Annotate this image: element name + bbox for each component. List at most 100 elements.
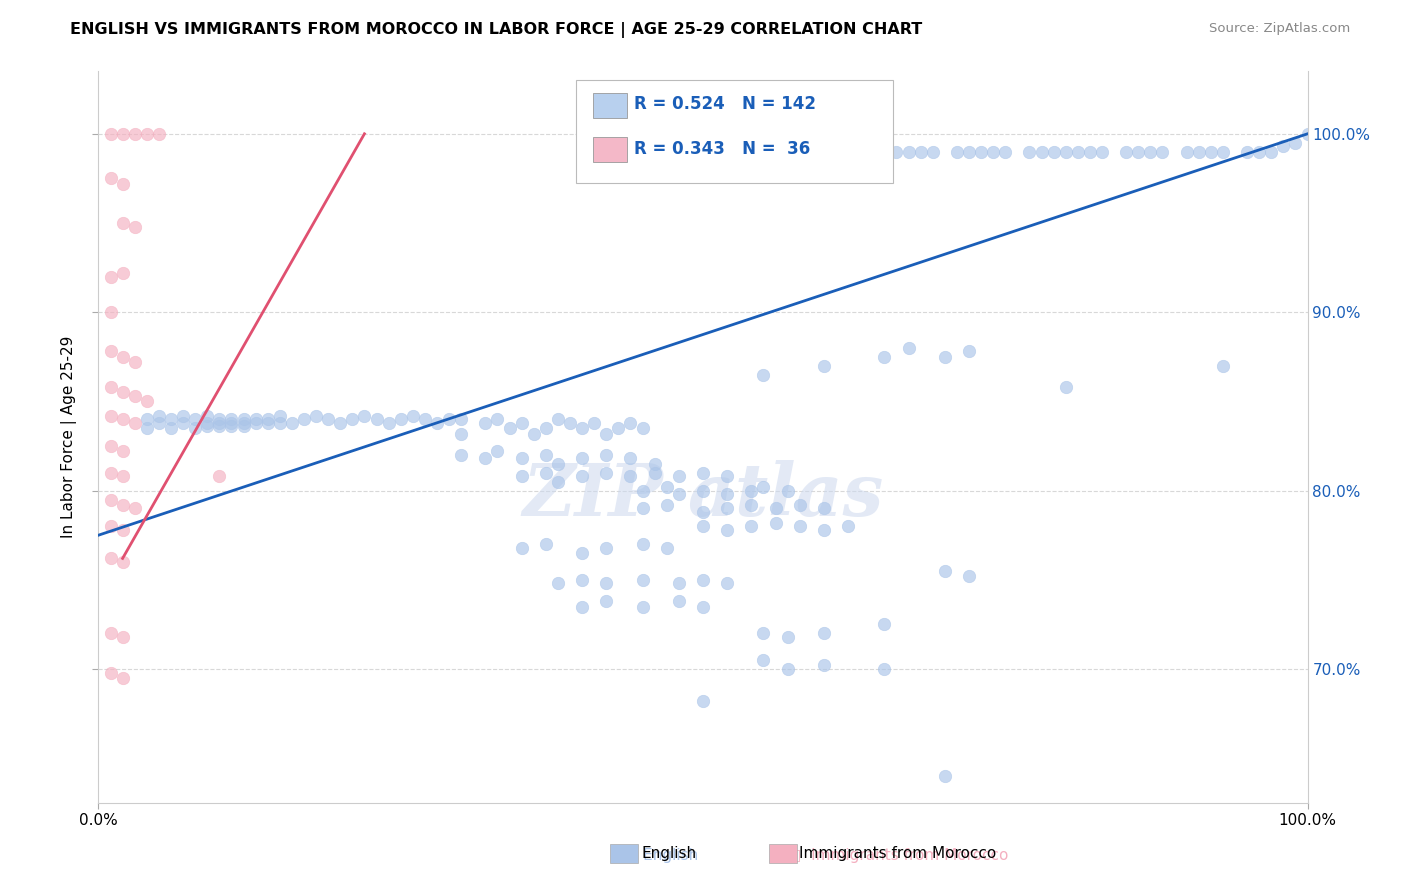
Point xyxy=(342,412,364,426)
Point xyxy=(160,412,183,426)
Point xyxy=(752,653,775,667)
Point xyxy=(1212,359,1234,373)
Point xyxy=(172,409,194,423)
Point xyxy=(281,416,304,430)
Point xyxy=(450,426,472,441)
Point xyxy=(534,421,557,435)
Point xyxy=(450,412,472,426)
Point xyxy=(752,480,775,494)
Point xyxy=(813,523,835,537)
Point xyxy=(716,501,738,516)
Point xyxy=(752,626,775,640)
Point xyxy=(208,416,231,430)
Point xyxy=(486,444,509,458)
Point xyxy=(716,487,738,501)
Point xyxy=(111,127,134,141)
Point xyxy=(221,416,243,430)
Point xyxy=(571,421,593,435)
Point xyxy=(1152,145,1174,159)
Point xyxy=(776,630,799,644)
Point xyxy=(813,626,835,640)
Point xyxy=(957,569,980,583)
Point xyxy=(716,469,738,483)
Point xyxy=(510,541,533,555)
Text: Source: ZipAtlas.com: Source: ZipAtlas.com xyxy=(1209,22,1350,36)
Point xyxy=(195,419,218,434)
Point xyxy=(111,177,134,191)
Point xyxy=(232,416,254,430)
Point xyxy=(111,630,134,644)
Point xyxy=(111,469,134,483)
Point xyxy=(100,492,122,507)
Point xyxy=(534,537,557,551)
Point xyxy=(100,269,122,284)
Point xyxy=(232,412,254,426)
Point xyxy=(413,412,436,426)
Point xyxy=(1018,145,1040,159)
Text: Immigrants from Morocco: Immigrants from Morocco xyxy=(799,847,995,861)
Point xyxy=(668,594,690,608)
Point xyxy=(100,305,122,319)
Point xyxy=(100,519,122,533)
Point xyxy=(377,416,399,430)
Point xyxy=(547,475,569,489)
Point xyxy=(245,412,267,426)
Point xyxy=(692,466,714,480)
Point xyxy=(825,145,848,159)
Point xyxy=(111,266,134,280)
Point xyxy=(1054,380,1077,394)
Point xyxy=(208,412,231,426)
Point xyxy=(1078,145,1101,159)
Point xyxy=(765,501,787,516)
Point xyxy=(957,344,980,359)
Point xyxy=(426,416,449,430)
Point xyxy=(970,145,993,159)
Point xyxy=(934,564,956,578)
Point xyxy=(100,665,122,680)
Point xyxy=(692,505,714,519)
Point xyxy=(547,457,569,471)
Point xyxy=(897,341,920,355)
Point xyxy=(1199,145,1222,159)
Point xyxy=(692,694,714,708)
Point xyxy=(873,662,896,676)
Point xyxy=(100,409,122,423)
Point xyxy=(111,498,134,512)
Point xyxy=(860,145,883,159)
Point xyxy=(1284,136,1306,150)
Point xyxy=(849,145,872,159)
Point xyxy=(619,451,641,466)
Point xyxy=(148,409,170,423)
Point xyxy=(111,412,134,426)
Point xyxy=(124,416,146,430)
Point xyxy=(1272,139,1295,153)
Point xyxy=(474,451,496,466)
Point xyxy=(510,451,533,466)
Text: □  English: □ English xyxy=(619,848,697,863)
Text: R = 0.524   N = 142: R = 0.524 N = 142 xyxy=(634,95,815,113)
Text: ENGLISH VS IMMIGRANTS FROM MOROCCO IN LABOR FORCE | AGE 25-29 CORRELATION CHART: ENGLISH VS IMMIGRANTS FROM MOROCCO IN LA… xyxy=(70,22,922,38)
Point xyxy=(873,145,896,159)
Text: English: English xyxy=(641,847,696,861)
Point xyxy=(692,483,714,498)
Point xyxy=(135,394,157,409)
Point xyxy=(631,573,654,587)
Point xyxy=(450,448,472,462)
Point xyxy=(124,355,146,369)
Point xyxy=(934,769,956,783)
Point xyxy=(1188,145,1211,159)
Point xyxy=(111,350,134,364)
Point xyxy=(558,416,581,430)
Point xyxy=(316,412,339,426)
Point xyxy=(994,145,1017,159)
Point xyxy=(1067,145,1090,159)
Point xyxy=(740,519,762,533)
Point xyxy=(934,350,956,364)
Point xyxy=(510,469,533,483)
Y-axis label: In Labor Force | Age 25-29: In Labor Force | Age 25-29 xyxy=(60,336,77,538)
Point xyxy=(910,145,932,159)
Point xyxy=(668,576,690,591)
Point xyxy=(402,409,425,423)
Point xyxy=(135,412,157,426)
Point xyxy=(245,416,267,430)
